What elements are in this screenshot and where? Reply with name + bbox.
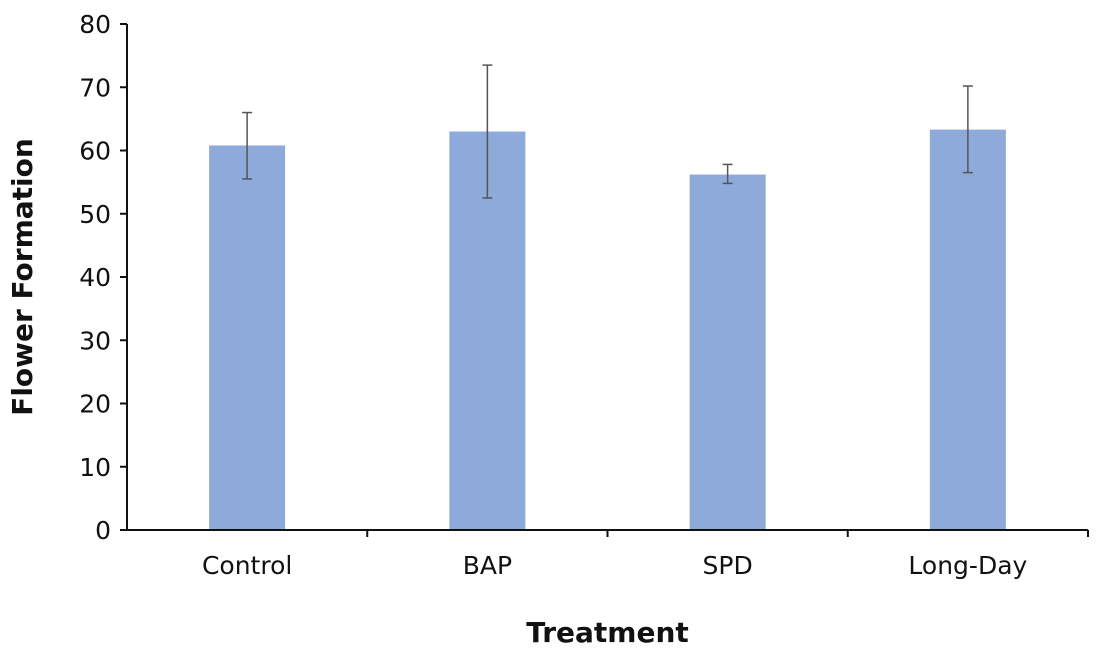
y-ticks-layer: 0 10 20 30 40 50 60 70 80 [79, 10, 127, 545]
y-tick-label-0: 0 [95, 516, 111, 545]
x-axis-title: Treatment [526, 616, 689, 649]
bar-long-day [929, 129, 1006, 530]
bars-layer [209, 129, 1006, 530]
x-ticks-layer: Control BAP SPD Long-Day [202, 530, 1089, 580]
y-tick-label-50: 50 [79, 200, 111, 229]
bar-control [209, 145, 286, 530]
x-tick-label-control: Control [202, 551, 292, 580]
x-tick-label-long-day: Long-Day [908, 551, 1027, 580]
y-tick-label-40: 40 [79, 263, 111, 292]
x-tick-label-bap: BAP [463, 551, 512, 580]
y-tick-label-20: 20 [79, 390, 111, 419]
error-bars-layer [242, 64, 973, 199]
y-tick-label-70: 70 [79, 73, 111, 102]
y-axis-title: Flower Formation [6, 138, 39, 416]
bar-spd [689, 174, 766, 530]
y-tick-label-80: 80 [79, 10, 111, 39]
y-tick-label-60: 60 [79, 137, 111, 166]
x-tick-label-spd: SPD [703, 551, 753, 580]
y-tick-label-10: 10 [79, 453, 111, 482]
y-tick-label-30: 30 [79, 326, 111, 355]
